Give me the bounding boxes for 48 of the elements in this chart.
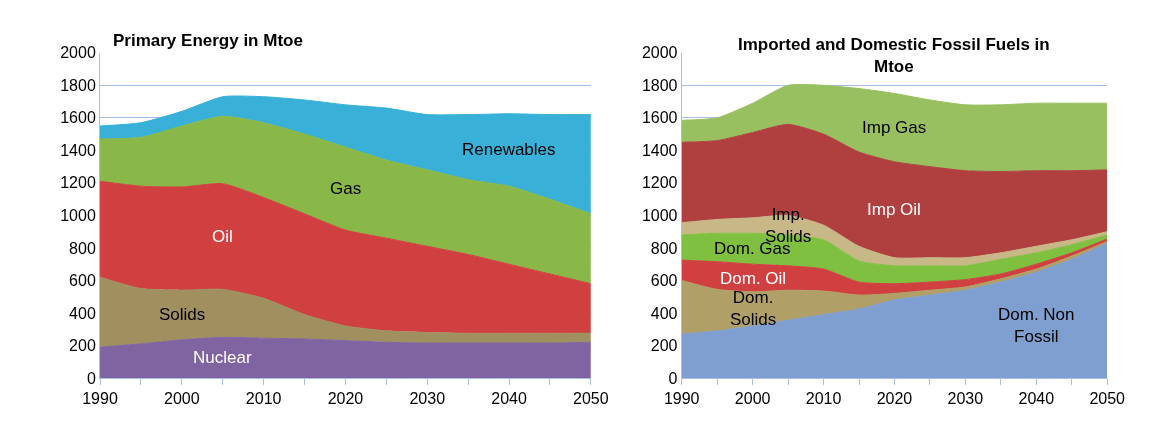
y-tick-label: 200 — [69, 337, 96, 355]
series-label: Solids — [159, 305, 206, 324]
x-tick-label: 2000 — [734, 390, 771, 408]
x-tick-label: 1990 — [82, 390, 118, 408]
y-tick-label: 2000 — [641, 44, 678, 62]
y-tick-label: 400 — [69, 304, 96, 322]
y-tick-label: 0 — [86, 369, 96, 387]
series-label: Dom. Solids — [730, 288, 777, 330]
series-label: Gas — [330, 179, 362, 198]
x-tick-label: 2040 — [491, 390, 527, 408]
x-tick-label: 2000 — [164, 390, 200, 408]
chart-title: Primary Energy in Mtoe — [113, 31, 303, 50]
y-tick-label: 1600 — [60, 109, 96, 127]
x-tick-label: 2050 — [1089, 390, 1126, 408]
x-tick-label: 2010 — [245, 390, 282, 408]
y-tick-label: 1800 — [60, 76, 96, 94]
y-tick-label: 1000 — [641, 207, 678, 224]
x-tick-label: 2050 — [573, 390, 609, 408]
x-tick-label: 2040 — [1018, 390, 1055, 408]
y-tick-label: 1400 — [641, 141, 678, 159]
x-tick-label: 1990 — [663, 390, 700, 408]
chart-title: Imported and Domestic Fossil Fuels in Mtoe — [738, 35, 1050, 77]
y-tick-label: 600 — [650, 272, 678, 290]
x-tick-label: 2010 — [805, 390, 842, 408]
y-tick-label: 400 — [650, 304, 678, 322]
y-tick-label: 1600 — [641, 109, 678, 127]
series-label: Imp Oil — [867, 200, 921, 219]
y-tick-label: 800 — [69, 239, 96, 257]
series-label: Renewables — [462, 140, 556, 159]
x-tick-label: 2030 — [947, 390, 984, 408]
series-label: Imp Gas — [862, 118, 927, 137]
y-tick-label: 0 — [668, 369, 678, 387]
y-tick-label: 1000 — [60, 207, 96, 224]
y-tick-label: 2000 — [60, 44, 96, 62]
x-tick-label: 2020 — [327, 390, 364, 408]
series-label: Nuclear — [193, 348, 252, 367]
series-label: Oil — [212, 227, 233, 246]
y-tick-label: 200 — [650, 337, 678, 355]
y-tick-label: 600 — [69, 272, 96, 290]
series-label: Dom. Non Fossil — [998, 305, 1075, 347]
y-tick-label: 800 — [650, 239, 678, 257]
y-tick-label: 1400 — [60, 141, 96, 159]
y-tick-label: 1800 — [641, 76, 678, 94]
y-tick-label: 1200 — [641, 174, 678, 192]
y-tick-label: 1200 — [60, 174, 96, 192]
x-tick-label: 2030 — [409, 390, 446, 408]
x-tick-label: 2020 — [876, 390, 913, 408]
series-label: Dom. Oil — [720, 269, 787, 288]
